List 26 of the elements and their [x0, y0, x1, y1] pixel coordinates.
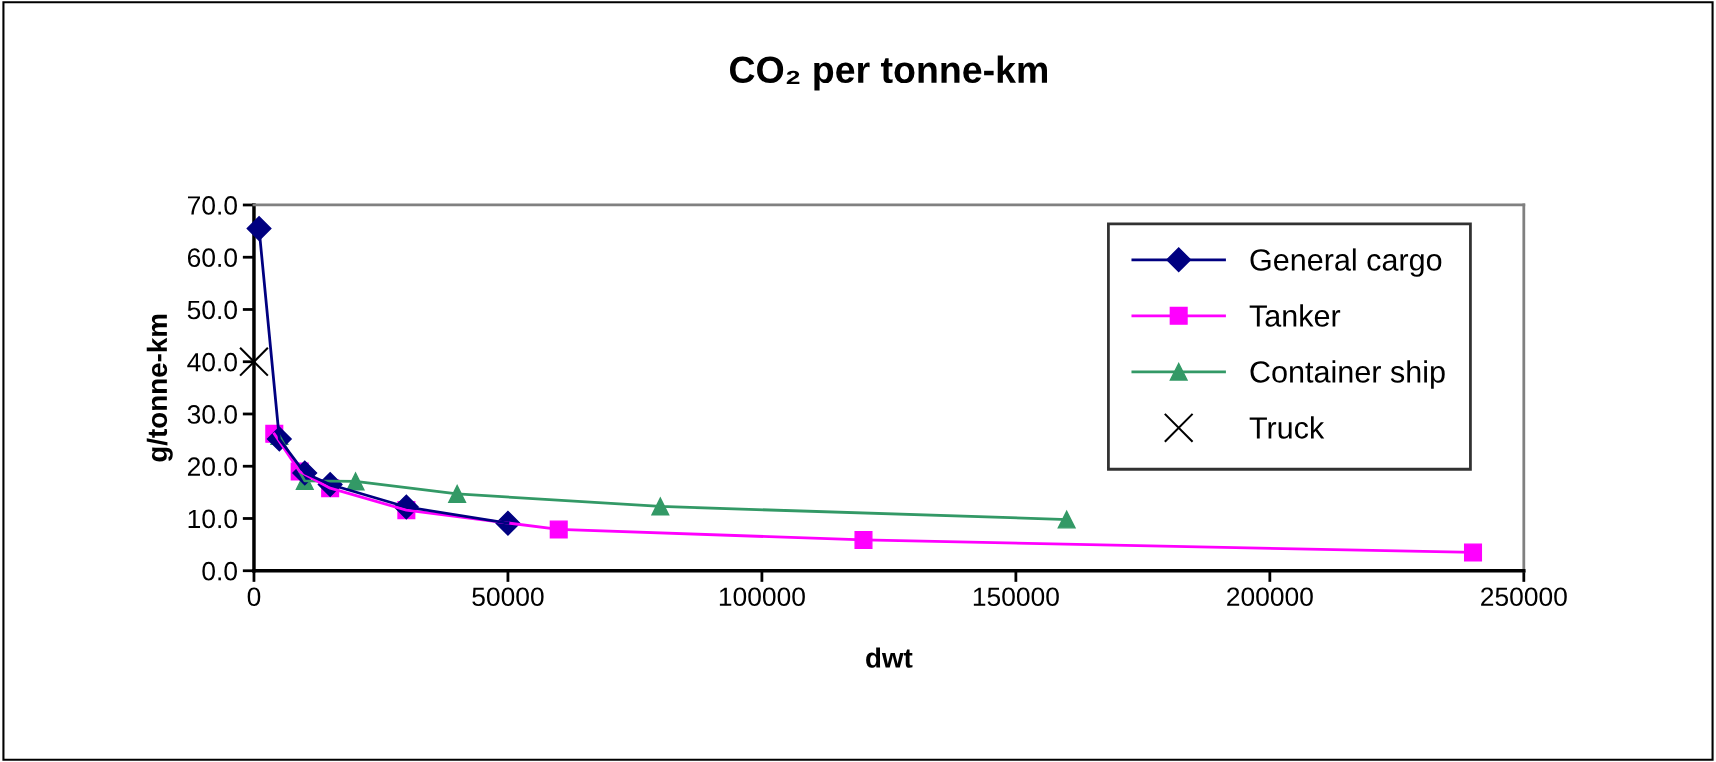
y-tick-label: 20.0 — [187, 457, 237, 477]
point — [246, 216, 272, 241]
point — [1463, 543, 1483, 562]
point — [1057, 510, 1076, 529]
y-tick-label: 70.0 — [187, 196, 237, 215]
x-tick-label: 250000 — [1481, 587, 1567, 607]
legend-label: Truck — [1249, 416, 1325, 439]
y-tick-label: 30.0 — [187, 405, 237, 424]
y-tick-label: 40.0 — [187, 352, 237, 372]
y-tick-label: 10.0 — [188, 509, 237, 529]
y-tick-label: 50.0 — [187, 300, 237, 320]
x-tick-label: 200000 — [1227, 587, 1313, 607]
y-tick-label: 60.0 — [187, 248, 237, 268]
legend-label: Container ship — [1250, 360, 1445, 389]
x-tick-label: 100000 — [719, 587, 805, 607]
legend-label: General cargo — [1250, 248, 1442, 277]
x-tick-label: 0 — [247, 587, 261, 607]
x-tick-label: 150000 — [973, 587, 1059, 607]
x-tick-label: 50000 — [472, 587, 544, 607]
point — [239, 346, 269, 377]
legend-label: Tanker — [1249, 304, 1341, 327]
x-axis-title: dwt — [866, 647, 913, 668]
y-axis-title: g/tonne-km — [146, 314, 173, 462]
point — [854, 530, 873, 549]
chart-title: CO₂ per tonne-km — [730, 55, 1047, 91]
y-tick-label: 0.0 — [202, 561, 237, 581]
